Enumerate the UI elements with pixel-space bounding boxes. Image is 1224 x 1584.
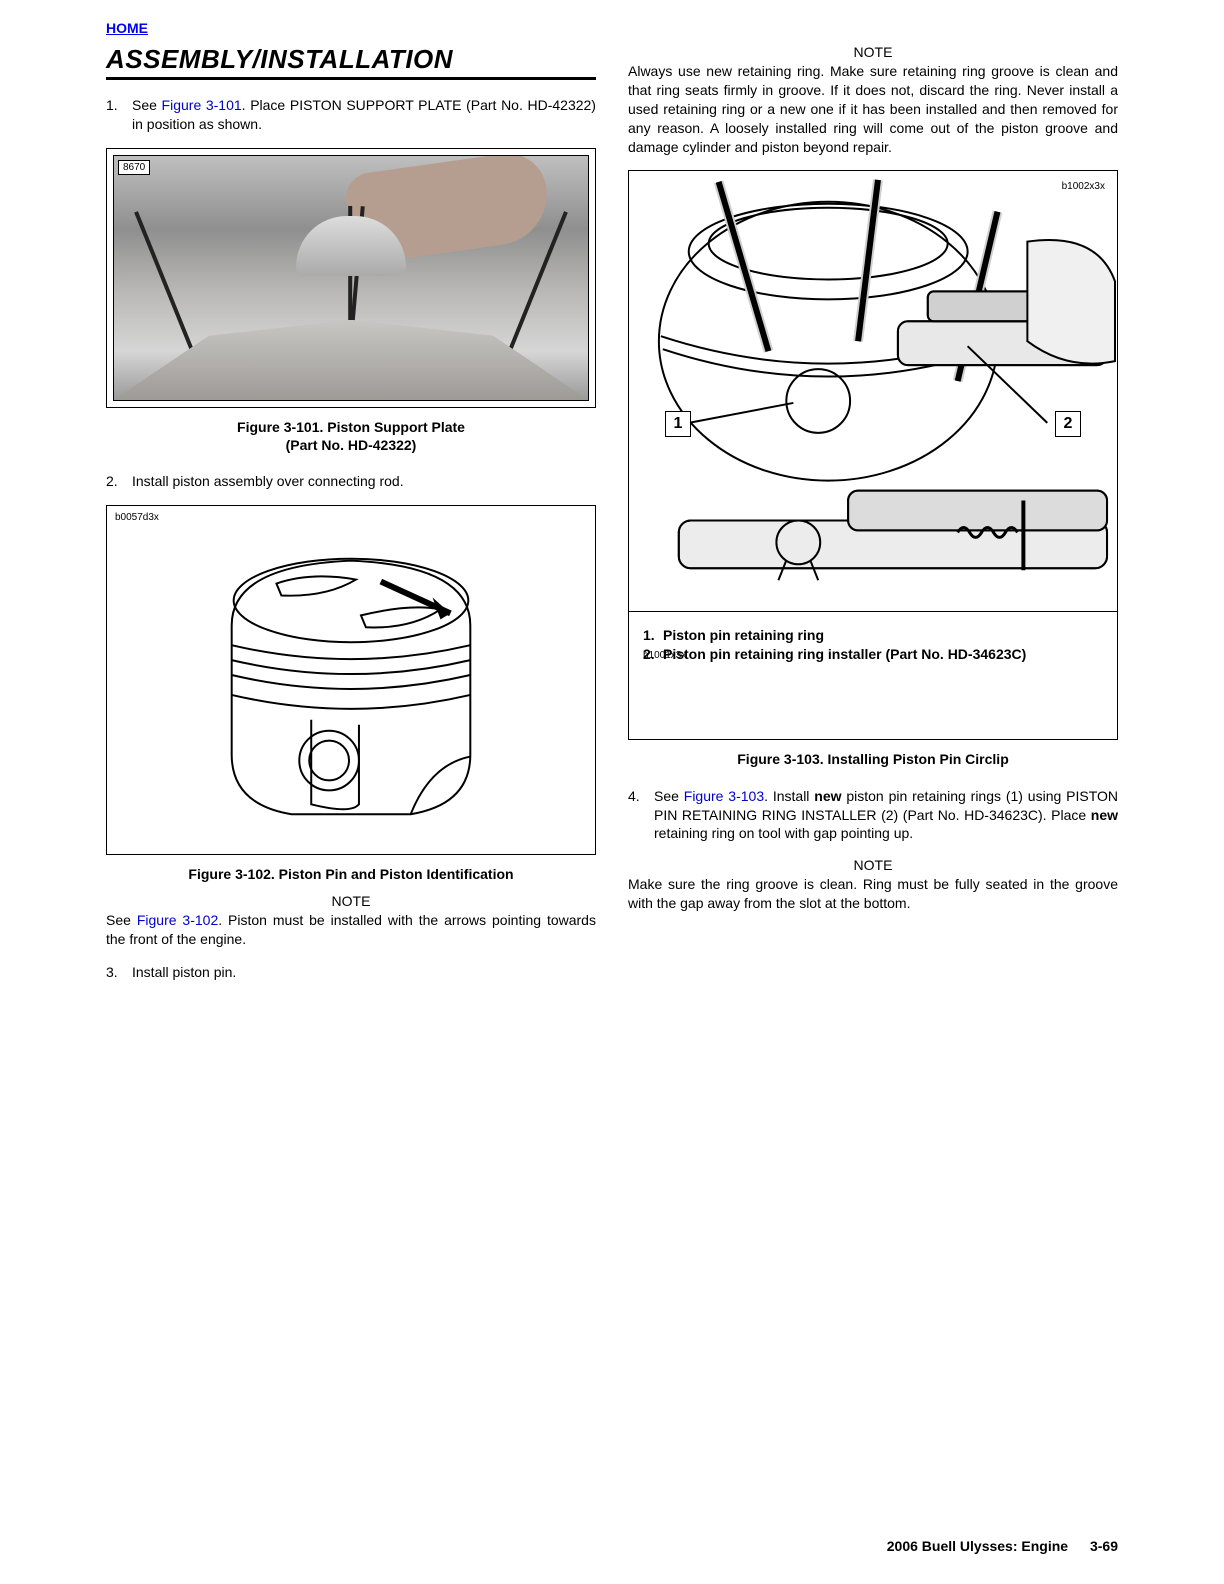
note-label: NOTE bbox=[628, 857, 1118, 873]
figure-link-103[interactable]: Figure 3-103 bbox=[684, 788, 764, 804]
figure-id-label: b1001x3x bbox=[643, 650, 686, 661]
step-number: 3. bbox=[106, 963, 132, 982]
text: See bbox=[132, 97, 162, 113]
figure-link-101[interactable]: Figure 3-101 bbox=[162, 97, 242, 113]
note-body: See Figure 3-102. Piston must be install… bbox=[106, 911, 596, 949]
figure-102-caption: Figure 3-102. Piston Pin and Piston Iden… bbox=[106, 865, 596, 883]
step-number: 4. bbox=[628, 787, 654, 844]
callout-row-2: 2. Piston pin retaining ring installer (… bbox=[637, 645, 1109, 663]
step-4: 4. See Figure 3-103. Install new piston … bbox=[628, 787, 1118, 844]
note-body: Make sure the ring groove is clean. Ring… bbox=[628, 875, 1118, 913]
figure-link-102[interactable]: Figure 3-102 bbox=[137, 912, 218, 928]
page-number: 3-69 bbox=[1090, 1538, 1118, 1554]
figure-102-box: b0057d3x bbox=[106, 505, 596, 855]
step-number: 1. bbox=[106, 96, 132, 134]
figure-103-drawing-area: 1 2 bbox=[629, 171, 1117, 611]
text-bold: new bbox=[1091, 807, 1118, 823]
step-1: 1. See Figure 3-101. Place PISTON SUPPOR… bbox=[106, 96, 596, 134]
step-2: 2. Install piston assembly over connecti… bbox=[106, 472, 596, 491]
figure-101-box: 8670 bbox=[106, 148, 596, 408]
callout-badge-1: 1 bbox=[665, 411, 691, 437]
section-heading: ASSEMBLY/INSTALLATION bbox=[106, 44, 596, 80]
photo-piston-support bbox=[114, 156, 588, 400]
figure-id-label: 8670 bbox=[118, 160, 150, 175]
step-number: 2. bbox=[106, 472, 132, 491]
text: Figure 3-101. Piston Support Plate bbox=[237, 419, 465, 435]
page-footer: 2006 Buell Ulysses: Engine 3-69 bbox=[887, 1538, 1118, 1554]
text-bold: new bbox=[814, 788, 841, 804]
figure-id-label: b1002x3x bbox=[1062, 181, 1105, 192]
footer-title: 2006 Buell Ulysses: Engine bbox=[887, 1538, 1068, 1554]
note-label: NOTE bbox=[106, 893, 596, 909]
callout-num: 1. bbox=[637, 626, 663, 644]
step-text: Install piston assembly over connecting … bbox=[132, 472, 596, 491]
note-label: NOTE bbox=[628, 44, 1118, 60]
figure-103-legend: 1. Piston pin retaining ring 2. Piston p… bbox=[629, 611, 1117, 678]
note-body: Always use new retaining ring. Make sure… bbox=[628, 62, 1118, 156]
step-text: Install piston pin. bbox=[132, 963, 596, 982]
callout-text: Piston pin retaining ring installer (Par… bbox=[663, 645, 1026, 663]
step-3: 3. Install piston pin. bbox=[106, 963, 596, 982]
text: retaining ring on tool with gap pointing… bbox=[654, 825, 913, 841]
circlip-install-drawing bbox=[629, 171, 1117, 611]
text: (Part No. HD-42322) bbox=[286, 437, 417, 453]
figure-103-box: b1002x3x bbox=[628, 170, 1118, 740]
two-column-layout: ASSEMBLY/INSTALLATION 1. See Figure 3-10… bbox=[106, 44, 1118, 996]
callout-badge-2: 2 bbox=[1055, 411, 1081, 437]
callout-row-1: 1. Piston pin retaining ring bbox=[637, 626, 1109, 644]
left-column: ASSEMBLY/INSTALLATION 1. See Figure 3-10… bbox=[106, 44, 596, 996]
text: . Install bbox=[764, 788, 814, 804]
piston-line-drawing bbox=[107, 506, 595, 854]
home-link[interactable]: HOME bbox=[106, 20, 148, 36]
figure-id-label: b0057d3x bbox=[115, 512, 159, 523]
step-text: See Figure 3-103. Install new piston pin… bbox=[654, 787, 1118, 844]
figure-103-caption: Figure 3-103. Installing Piston Pin Circ… bbox=[628, 750, 1118, 768]
right-column: NOTE Always use new retaining ring. Make… bbox=[628, 44, 1118, 996]
callout-text: Piston pin retaining ring bbox=[663, 626, 824, 644]
figure-101-caption: Figure 3-101. Piston Support Plate (Part… bbox=[106, 418, 596, 454]
text: See bbox=[654, 788, 684, 804]
text: See bbox=[106, 912, 137, 928]
step-text: See Figure 3-101. Place PISTON SUPPORT P… bbox=[132, 96, 596, 134]
